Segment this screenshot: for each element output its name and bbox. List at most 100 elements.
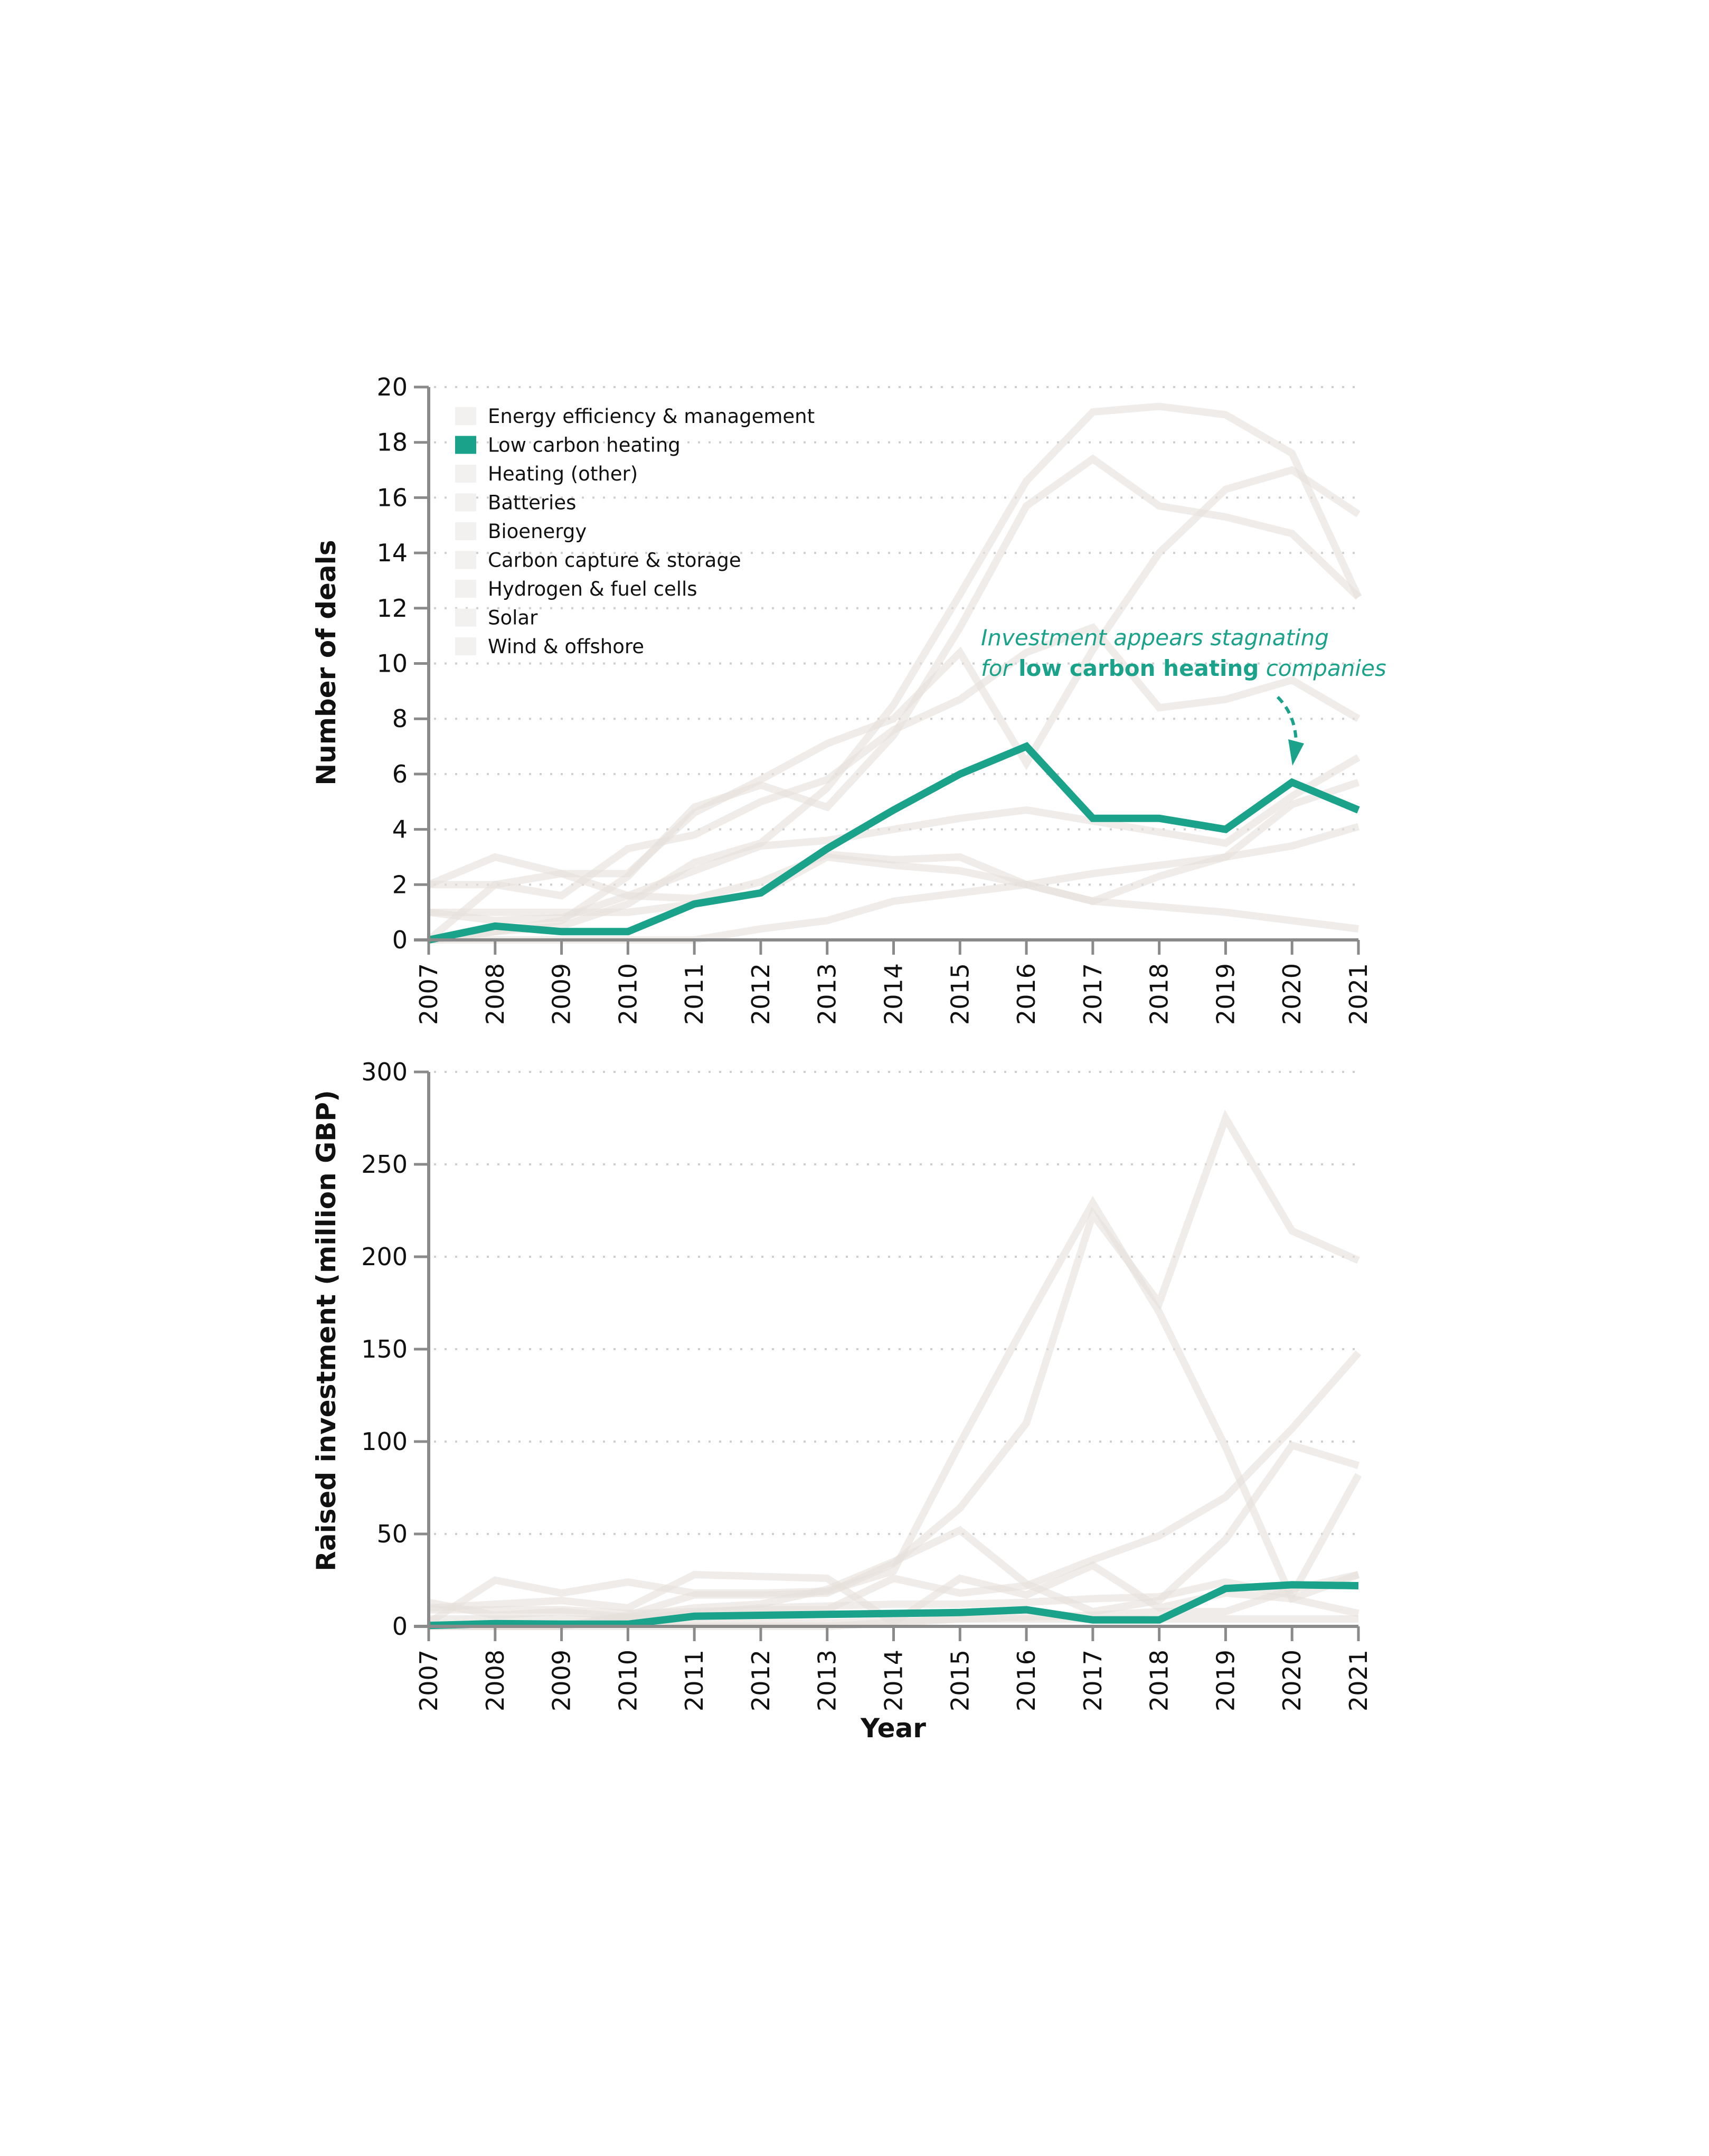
series-line-energy-efficiency-management bbox=[427, 1195, 1360, 1626]
x-tick-label: 2007 bbox=[414, 1650, 443, 1711]
y-tick-label: 14 bbox=[376, 539, 408, 567]
legend-swatch bbox=[455, 522, 476, 540]
legend-label: Heating (other) bbox=[488, 463, 638, 485]
deals-axes bbox=[414, 385, 1360, 955]
y-tick-label: 2 bbox=[392, 870, 408, 899]
legend-swatch bbox=[455, 608, 476, 627]
legend-swatch bbox=[455, 551, 476, 569]
legend-swatch bbox=[455, 407, 476, 425]
x-tick-label: 2010 bbox=[613, 963, 642, 1025]
x-tick-label: 2020 bbox=[1278, 963, 1306, 1025]
legend-label: Carbon capture & storage bbox=[488, 549, 741, 572]
y-tick-label: 10 bbox=[376, 649, 408, 678]
x-tick-label: 2011 bbox=[680, 963, 709, 1025]
legend: Energy efficiency & management Low carbon… bbox=[455, 405, 815, 658]
annotation-line-2: for low carbon heating companies bbox=[981, 655, 1386, 681]
x-tick-label: 2009 bbox=[547, 963, 576, 1025]
y-tick-label: 0 bbox=[392, 926, 408, 954]
annotation-bold: low carbon heating bbox=[1018, 655, 1259, 681]
y-tick-label: 12 bbox=[376, 594, 408, 623]
series-line-solar bbox=[429, 1473, 1362, 1623]
y-tick-label: 150 bbox=[361, 1335, 408, 1363]
x-tick-label: 2012 bbox=[747, 963, 775, 1025]
deals-x-tick-labels: 2007 2008 2009 2010 2011 2012 2013 2014 2015 2016… bbox=[414, 963, 1373, 1025]
x-tick-label: 2016 bbox=[1012, 1650, 1041, 1711]
y-tick-label: 200 bbox=[361, 1242, 408, 1271]
series-line-wind-offshore bbox=[428, 454, 1361, 944]
x-tick-label: 2019 bbox=[1211, 1650, 1240, 1711]
legend-swatch bbox=[455, 580, 476, 598]
annotation-prefix: for bbox=[981, 655, 1018, 681]
legend-label: Solar bbox=[488, 607, 538, 629]
legend-item[interactable]: Bioenergy bbox=[455, 520, 587, 543]
y-tick-label: 16 bbox=[376, 483, 408, 512]
legend-label: Bioenergy bbox=[488, 520, 587, 543]
legend-swatch bbox=[455, 436, 476, 454]
x-tick-label: 2014 bbox=[880, 1650, 908, 1711]
y-tick-label: 50 bbox=[376, 1520, 408, 1548]
x-tick-label: 2020 bbox=[1278, 1650, 1306, 1711]
legend-label: Low carbon heating bbox=[488, 434, 681, 457]
annotation-arrowhead-icon bbox=[1288, 739, 1304, 766]
x-tick-label: 2012 bbox=[747, 1650, 775, 1711]
x-tick-label: 2018 bbox=[1145, 1650, 1174, 1711]
x-tick-label: 2015 bbox=[946, 963, 974, 1025]
x-tick-label: 2021 bbox=[1344, 1650, 1373, 1711]
investment-axes bbox=[414, 1070, 1360, 1641]
investment-x-tick-labels: 2007 2008 2009 2010 2011 2012 2013 2014 2015 2016… bbox=[414, 1650, 1373, 1711]
y-tick-label: 100 bbox=[361, 1427, 408, 1456]
legend-label: Energy efficiency & management bbox=[488, 405, 815, 428]
investment-y-tick-labels: 0 50 100 150 200 250 300 bbox=[361, 1058, 408, 1641]
annotation-suffix: companies bbox=[1259, 655, 1386, 681]
legend-item[interactable]: Wind & offshore bbox=[455, 635, 644, 658]
legend-label: Hydrogen & fuel cells bbox=[488, 578, 697, 600]
x-tick-label: 2021 bbox=[1344, 963, 1373, 1025]
y-tick-label: 8 bbox=[392, 704, 408, 733]
y-tick-label: 250 bbox=[361, 1150, 408, 1179]
y-tick-label: 4 bbox=[392, 815, 408, 844]
deals-y-tick-labels: 0 2 4 6 8 10 12 14 16 18 20 bbox=[376, 373, 408, 954]
legend-item[interactable]: Energy efficiency & management bbox=[455, 405, 815, 428]
x-tick-label: 2008 bbox=[481, 963, 509, 1025]
investment-background-series bbox=[427, 1109, 1362, 1630]
x-tick-label: 2017 bbox=[1079, 1650, 1107, 1711]
investment-highlight-series bbox=[428, 1581, 1359, 1630]
legend-item[interactable]: Hydrogen & fuel cells bbox=[455, 578, 697, 600]
y-tick-label: 0 bbox=[392, 1612, 408, 1641]
x-tick-label: 2016 bbox=[1012, 963, 1041, 1025]
x-tick-label: 2014 bbox=[880, 963, 908, 1025]
series-line-low-carbon-heating bbox=[428, 742, 1360, 944]
legend-label: Wind & offshore bbox=[488, 635, 644, 658]
deals-y-axis-title: Number of deals bbox=[311, 540, 342, 785]
investment-y-axis-title: Raised investment (million GBP) bbox=[311, 1090, 342, 1571]
legend-swatch bbox=[455, 465, 476, 483]
legend-item[interactable]: Solar bbox=[455, 607, 538, 629]
x-tick-label: 2011 bbox=[680, 1650, 709, 1711]
x-tick-label: 2015 bbox=[946, 1650, 974, 1711]
legend-item[interactable]: Low carbon heating bbox=[455, 434, 681, 457]
annotation-arrow-icon bbox=[1276, 695, 1298, 745]
series-line-energy-efficiency-management bbox=[428, 402, 1362, 944]
x-tick-label: 2018 bbox=[1145, 963, 1174, 1025]
x-tick-label: 2010 bbox=[613, 1650, 642, 1711]
y-tick-label: 6 bbox=[392, 760, 408, 788]
legend-item[interactable]: Batteries bbox=[455, 492, 576, 514]
legend-item[interactable]: Carbon capture & storage bbox=[455, 549, 741, 572]
annotation-line-1: Investment appears stagnating bbox=[981, 625, 1329, 651]
x-tick-label: 2007 bbox=[414, 963, 443, 1025]
legend-swatch bbox=[455, 637, 476, 655]
x-tick-label: 2013 bbox=[813, 1650, 842, 1711]
legend-label: Batteries bbox=[488, 492, 576, 514]
deals-highlight-series bbox=[428, 742, 1360, 944]
y-tick-label: 300 bbox=[361, 1058, 408, 1086]
x-tick-label: 2013 bbox=[813, 963, 842, 1025]
legend-item[interactable]: Heating (other) bbox=[455, 463, 638, 485]
series-line-wind-offshore bbox=[429, 1350, 1362, 1617]
x-tick-label: 2008 bbox=[481, 1650, 509, 1711]
legend-swatch bbox=[455, 493, 476, 512]
y-tick-label: 18 bbox=[376, 428, 408, 457]
y-tick-label: 20 bbox=[376, 373, 408, 401]
x-tick-label: 2019 bbox=[1211, 963, 1240, 1025]
